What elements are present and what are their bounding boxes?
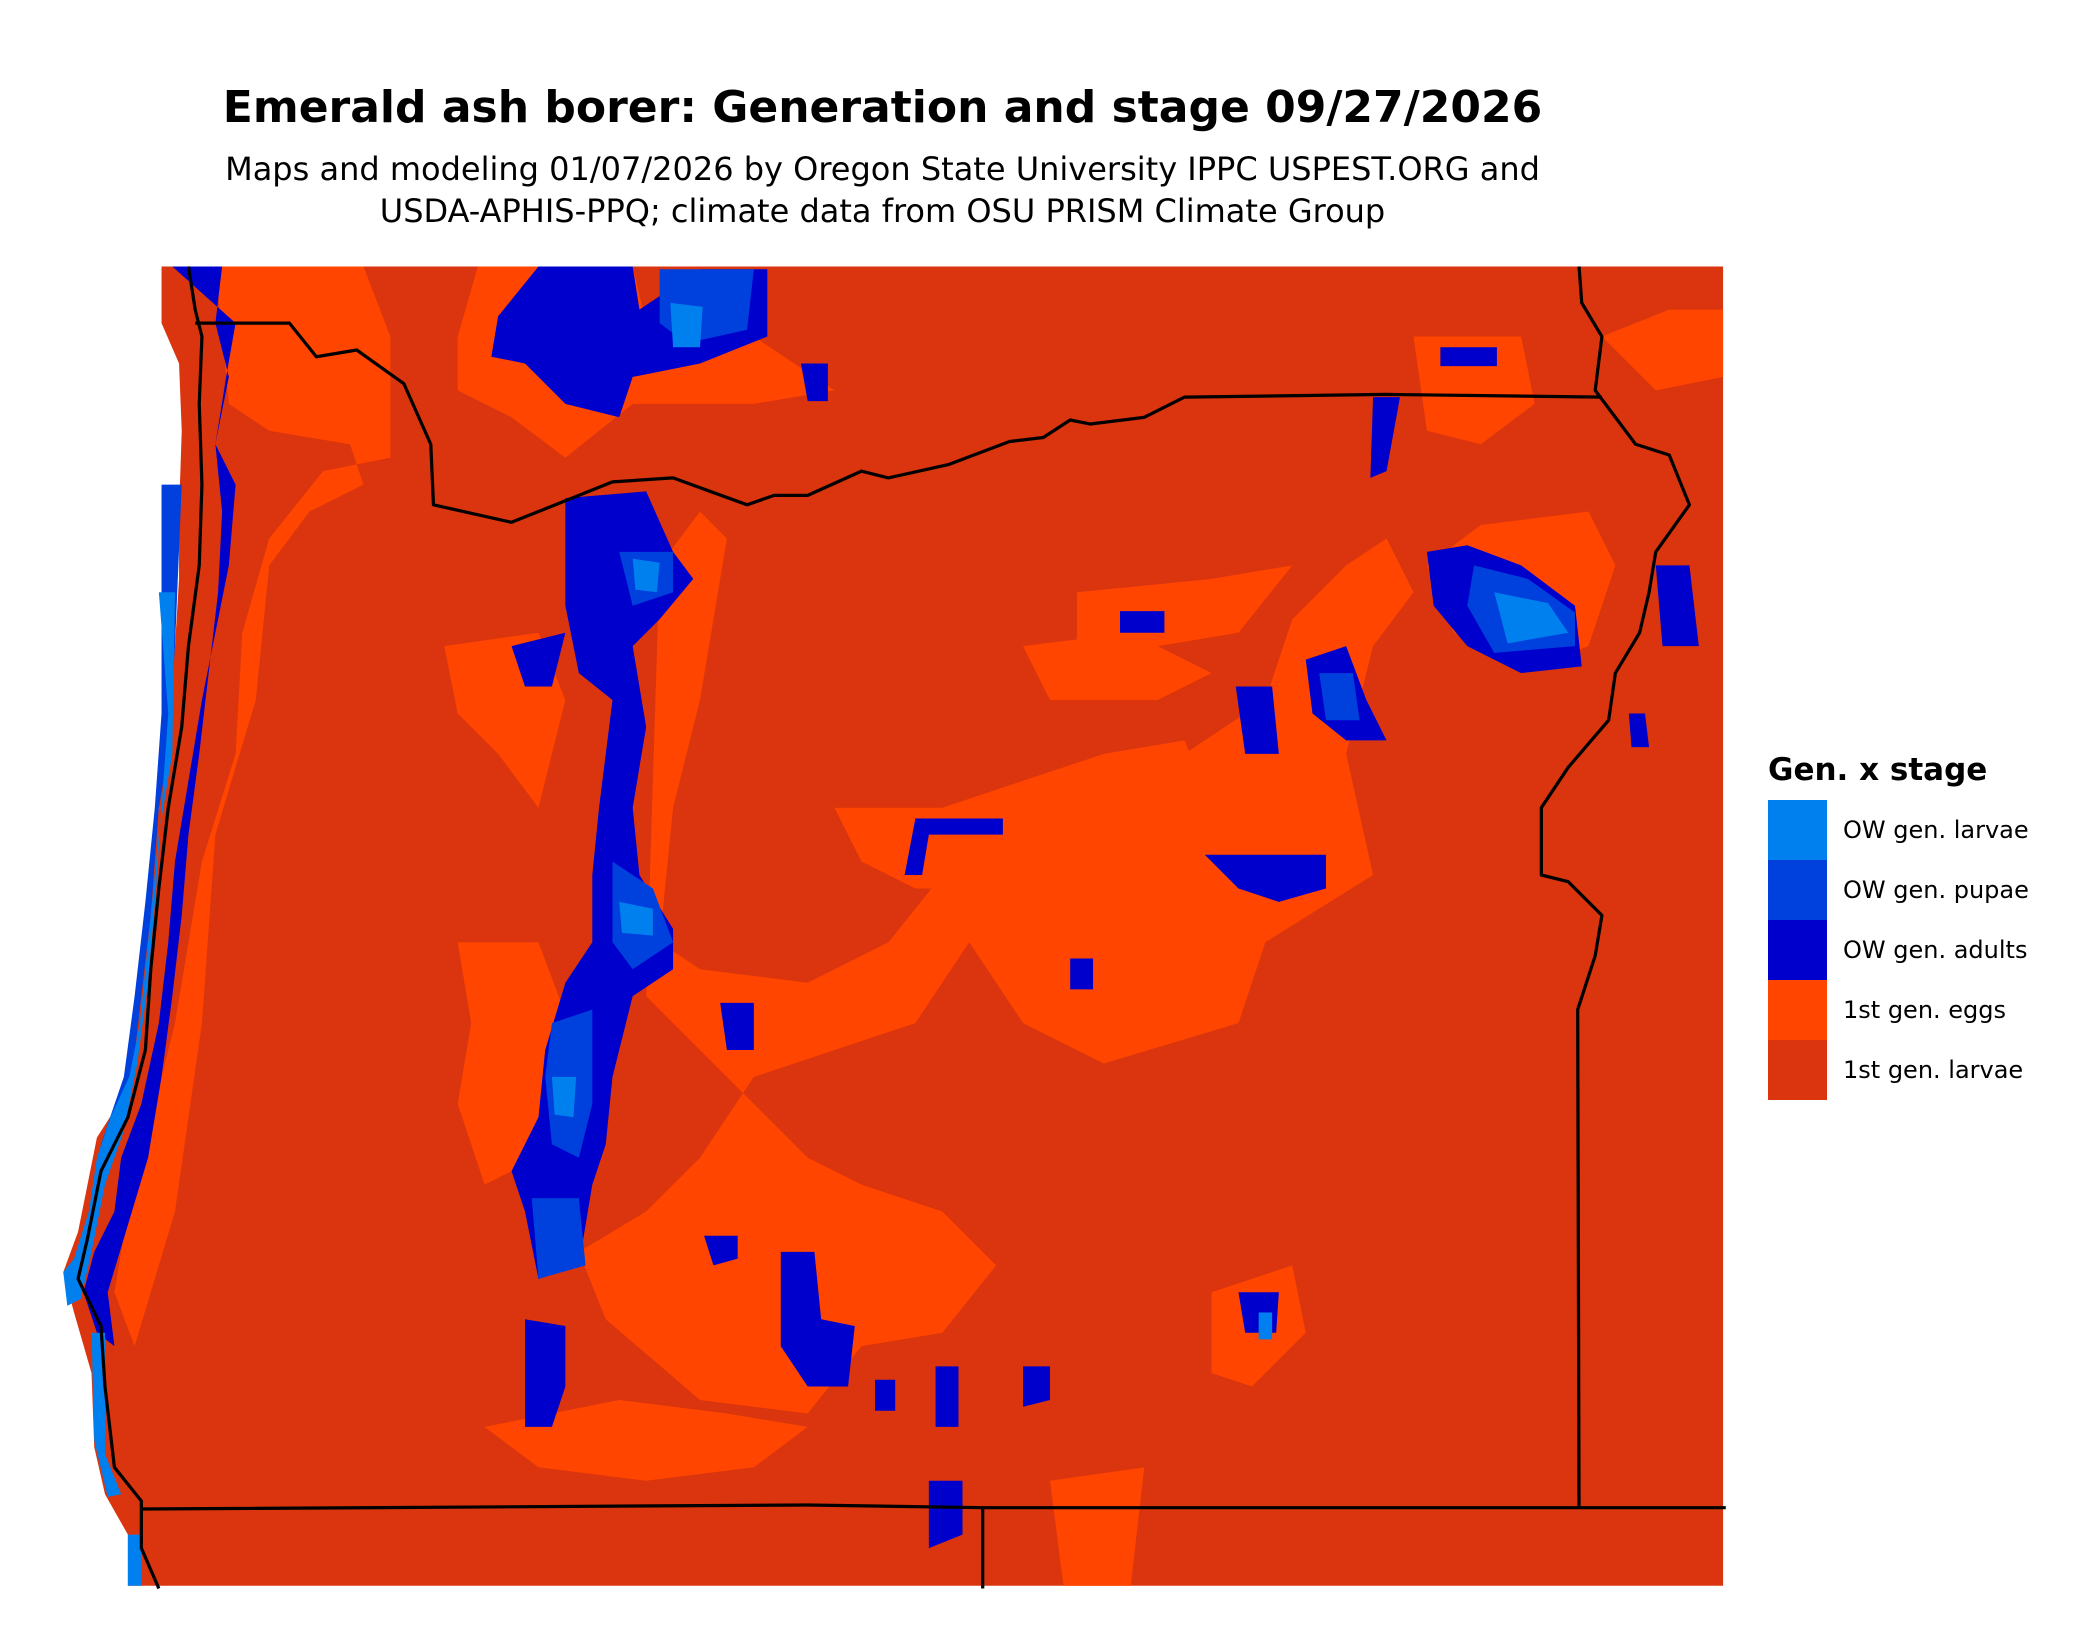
- southern-border: [141, 1503, 1726, 1511]
- legend-item-ow-pupae: OW gen. pupae: [1768, 860, 2029, 920]
- state-borders: [76, 266, 1726, 1590]
- legend-swatch: [1768, 920, 1827, 980]
- coastline: [76, 266, 204, 1590]
- legend-label: 1st gen. larvae: [1843, 1056, 2024, 1084]
- map-title: Emerald ash borer: Generation and stage …: [222, 82, 1543, 133]
- legend-label: 1st gen. eggs: [1843, 996, 2007, 1024]
- legend-item-1st-larvae: 1st gen. larvae: [1768, 1040, 2029, 1100]
- legend-item-ow-larvae: OW gen. larvae: [1768, 800, 2029, 860]
- legend-title: Gen. x stage: [1768, 752, 1988, 788]
- legend-label: OW gen. larvae: [1843, 816, 2029, 844]
- legend: Gen. x stage OW gen. larvae OW gen. pupa…: [1768, 752, 2029, 1100]
- legend-swatch: [1768, 980, 1827, 1040]
- legend-swatch: [1768, 860, 1827, 920]
- raster-base-1st-gen-larvae: [63, 266, 1724, 1586]
- legend-label: OW gen. adults: [1843, 936, 2028, 964]
- legend-label: OW gen. pupae: [1843, 876, 2029, 904]
- map-subtitle-line2: USDA-APHIS-PPQ; climate data from OSU PR…: [379, 192, 1386, 230]
- legend-swatch: [1768, 800, 1827, 860]
- washington-border: [195, 321, 1602, 524]
- raster-ow-gen-larvae: [63, 302, 1569, 1586]
- legend-item-1st-eggs: 1st gen. eggs: [1768, 980, 2029, 1040]
- map-subtitle-line1: Maps and modeling 01/07/2026 by Oregon S…: [225, 150, 1540, 188]
- idaho-border: [1539, 266, 1692, 1508]
- legend-item-ow-adults: OW gen. adults: [1768, 920, 2029, 980]
- legend-swatch: [1768, 1040, 1827, 1100]
